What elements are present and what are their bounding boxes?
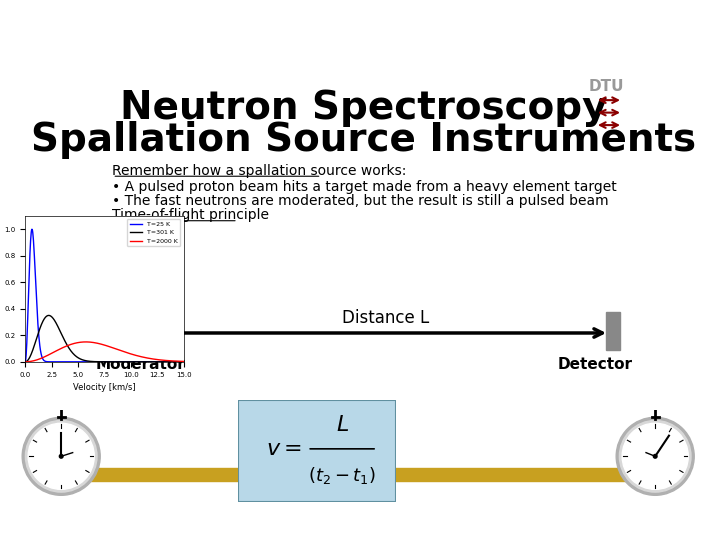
Line: T=301 K: T=301 K [25, 315, 184, 362]
FancyBboxPatch shape [238, 400, 396, 502]
T=25 K [115, 359, 124, 365]
Line: T=25 K: T=25 K [25, 230, 184, 362]
X-axis label: Velocity [km/s]: Velocity [km/s] [73, 383, 135, 392]
T=25 K [96, 359, 105, 365]
Circle shape [59, 455, 63, 458]
T=2000 K [21, 359, 30, 365]
Text: $v = $: $v = $ [266, 439, 302, 459]
Text: $L$: $L$ [336, 415, 348, 435]
Text: Spallation Source Instruments: Spallation Source Instruments [31, 120, 696, 159]
Bar [90, 468, 648, 481]
T=25 K [179, 359, 188, 365]
Legend: T=25 K, T=301 K, T=2000 K: T=25 K, T=301 K, T=2000 K [127, 219, 181, 246]
Circle shape [619, 421, 691, 492]
T=25 K [27, 226, 36, 233]
Text: Moderator: Moderator [95, 357, 185, 372]
T=301 K [179, 359, 188, 365]
T=25 K [97, 359, 106, 365]
T=301 K [176, 359, 184, 365]
T=2000 K [151, 356, 160, 362]
Circle shape [25, 421, 97, 492]
Text: Distance L: Distance L [342, 309, 429, 327]
T=25 K [151, 359, 160, 365]
Circle shape [22, 417, 100, 495]
Text: $(t_2 - t_1)$: $(t_2 - t_1)$ [308, 465, 376, 486]
Line: T=2000 K: T=2000 K [25, 342, 184, 362]
Text: Detector: Detector [557, 357, 632, 372]
Text: Neutron Spectroscopy: Neutron Spectroscopy [120, 90, 607, 127]
T=301 K [115, 359, 124, 365]
T=2000 K [81, 339, 90, 345]
T=301 K [96, 359, 105, 365]
Text: DTU: DTU [588, 79, 624, 94]
T=301 K [107, 359, 115, 365]
T=2000 K [176, 358, 184, 365]
T=301 K [45, 312, 53, 319]
T=2000 K [115, 347, 124, 354]
Circle shape [653, 455, 657, 458]
Bar [606, 312, 620, 349]
T=25 K [107, 359, 115, 365]
Text: • A pulsed proton beam hits a target made from a heavy element target: • A pulsed proton beam hits a target mad… [112, 180, 617, 194]
Text: • The fast neutrons are moderated, but the result is still a pulsed beam: • The fast neutrons are moderated, but t… [112, 194, 609, 208]
T=2000 K [96, 341, 105, 347]
T=25 K [21, 359, 30, 365]
Text: Remember how a spallation source works:: Remember how a spallation source works: [112, 164, 407, 178]
Circle shape [616, 417, 694, 495]
Circle shape [28, 423, 94, 489]
T=2000 K [97, 341, 106, 348]
Text: Time-of-flight principle: Time-of-flight principle [112, 208, 269, 222]
Polygon shape [132, 326, 176, 348]
T=301 K [151, 359, 160, 365]
T=301 K [97, 359, 106, 365]
T=301 K [21, 359, 30, 365]
T=25 K [176, 359, 184, 365]
T=2000 K [107, 344, 115, 350]
Circle shape [622, 423, 688, 489]
T=2000 K [179, 358, 188, 365]
